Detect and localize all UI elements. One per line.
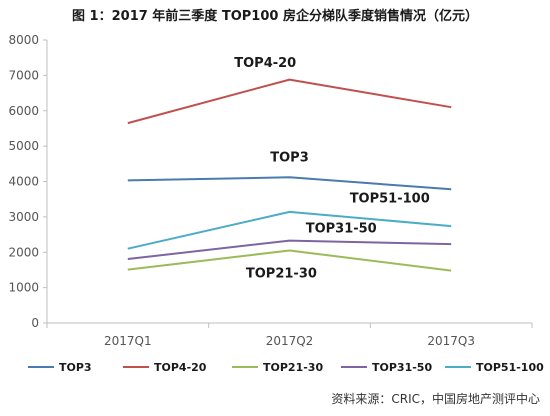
series-label: TOP31-50 xyxy=(306,222,377,237)
series-label: TOP3 xyxy=(270,150,309,165)
series-label: TOP51-100 xyxy=(350,192,430,207)
legend-item: TOP4-20 xyxy=(123,361,207,374)
y-tick-label: 3000 xyxy=(8,210,39,224)
source-note: 资料来源：CRIC，中国房地产测评中心 xyxy=(331,392,540,406)
series-line xyxy=(127,210,452,250)
series-label: TOP21-30 xyxy=(246,266,317,281)
series-label: TOP4-20 xyxy=(234,56,296,71)
y-tick-label: 5000 xyxy=(8,139,39,153)
y-tick-label: 2000 xyxy=(8,245,39,259)
series-line xyxy=(127,176,452,191)
x-tick-label: 2017Q2 xyxy=(266,334,314,348)
legend-label: TOP31-50 xyxy=(372,361,432,374)
x-tick-label: 2017Q1 xyxy=(104,334,152,348)
y-tick-label: 7000 xyxy=(8,68,39,82)
legend-label: TOP21-30 xyxy=(263,361,323,374)
y-tick-label: 6000 xyxy=(8,104,39,118)
chart-title: 图 1：2017 年前三季度 TOP100 房企分梯队季度销售情况（亿元） xyxy=(72,9,478,24)
x-tick-label: 2017Q3 xyxy=(427,334,475,348)
legend-item: TOP21-30 xyxy=(232,361,323,374)
legend-label: TOP3 xyxy=(59,361,92,374)
series-labels: TOP3 TOP4-20 TOP21-30 TOP31-50 TOP51-100 xyxy=(234,56,430,281)
y-tick-label: 0 xyxy=(31,316,39,330)
legend-label: TOP4-20 xyxy=(154,361,207,374)
series-line xyxy=(127,249,452,272)
legend-item: TOP31-50 xyxy=(341,361,432,374)
y-tick-label: 8000 xyxy=(8,33,39,47)
x-axis: 2017Q1 2017Q2 2017Q3 xyxy=(46,322,533,348)
series-lines xyxy=(127,78,452,272)
legend: TOP3 TOP4-20 TOP21-30 TOP31-50 TOP51-100 xyxy=(28,361,544,374)
series-line xyxy=(127,239,452,260)
y-axis: 0 1000 2000 3000 4000 5000 6000 7000 8000 xyxy=(8,33,48,330)
legend-item: TOP51-100 xyxy=(445,361,544,374)
y-tick-label: 1000 xyxy=(8,281,39,295)
legend-label: TOP51-100 xyxy=(476,361,544,374)
legend-item: TOP3 xyxy=(28,361,92,374)
series-line xyxy=(127,78,452,125)
y-tick-label: 4000 xyxy=(8,175,39,189)
